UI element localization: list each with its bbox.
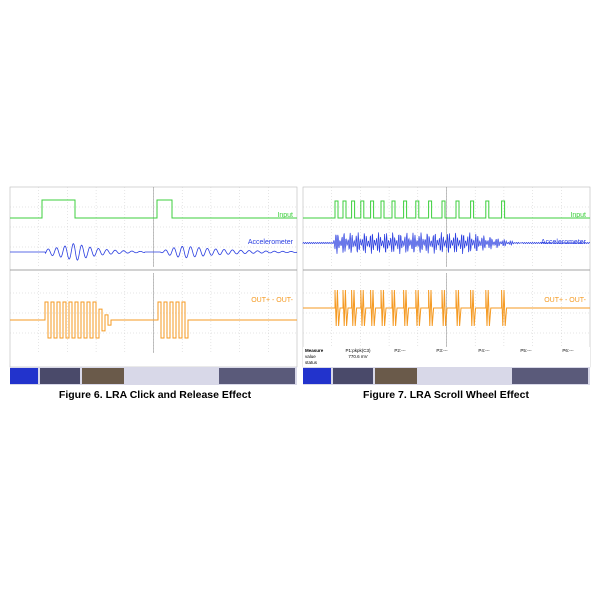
accelerometer-trace	[302, 232, 591, 254]
measure-item: P5:---	[520, 348, 532, 353]
status-block	[512, 368, 588, 384]
trace-label: Input	[277, 212, 293, 219]
measure-row-label: status	[305, 360, 318, 365]
accelerometer-trace	[10, 243, 298, 261]
trace-label: Accelerometer	[541, 239, 587, 246]
output-trace	[303, 289, 590, 327]
caption: Figure 6. LRA Click and Release Effect	[59, 389, 252, 401]
status-block	[40, 368, 80, 384]
status-block	[82, 368, 124, 384]
trace-label: OUT+ - OUT-	[544, 297, 586, 304]
input-trace	[10, 199, 297, 219]
status-block	[375, 368, 417, 384]
status-block	[303, 368, 331, 384]
measure-item: P4:---	[478, 348, 490, 353]
status-block	[10, 368, 38, 384]
trace-label: Input	[570, 212, 586, 219]
input-trace	[303, 200, 590, 219]
measure-item: P2:---	[394, 348, 406, 353]
measure-item: P1:pkpk(C3)	[345, 348, 371, 353]
trace-label: Accelerometer	[248, 239, 294, 246]
measure-title: Measure	[305, 348, 324, 353]
output-trace	[10, 301, 297, 339]
measure-item: P3:---	[436, 348, 448, 353]
measure-reading: 770.6 mV	[348, 354, 367, 359]
status-block	[219, 368, 295, 384]
trace-label: OUT+ - OUT-	[251, 297, 293, 304]
measure-item: P6:---	[562, 348, 574, 353]
status-block	[333, 368, 373, 384]
measure-row-label: value	[305, 354, 316, 359]
caption: Figure 7. LRA Scroll Wheel Effect	[363, 389, 529, 401]
measure-row	[303, 347, 590, 367]
